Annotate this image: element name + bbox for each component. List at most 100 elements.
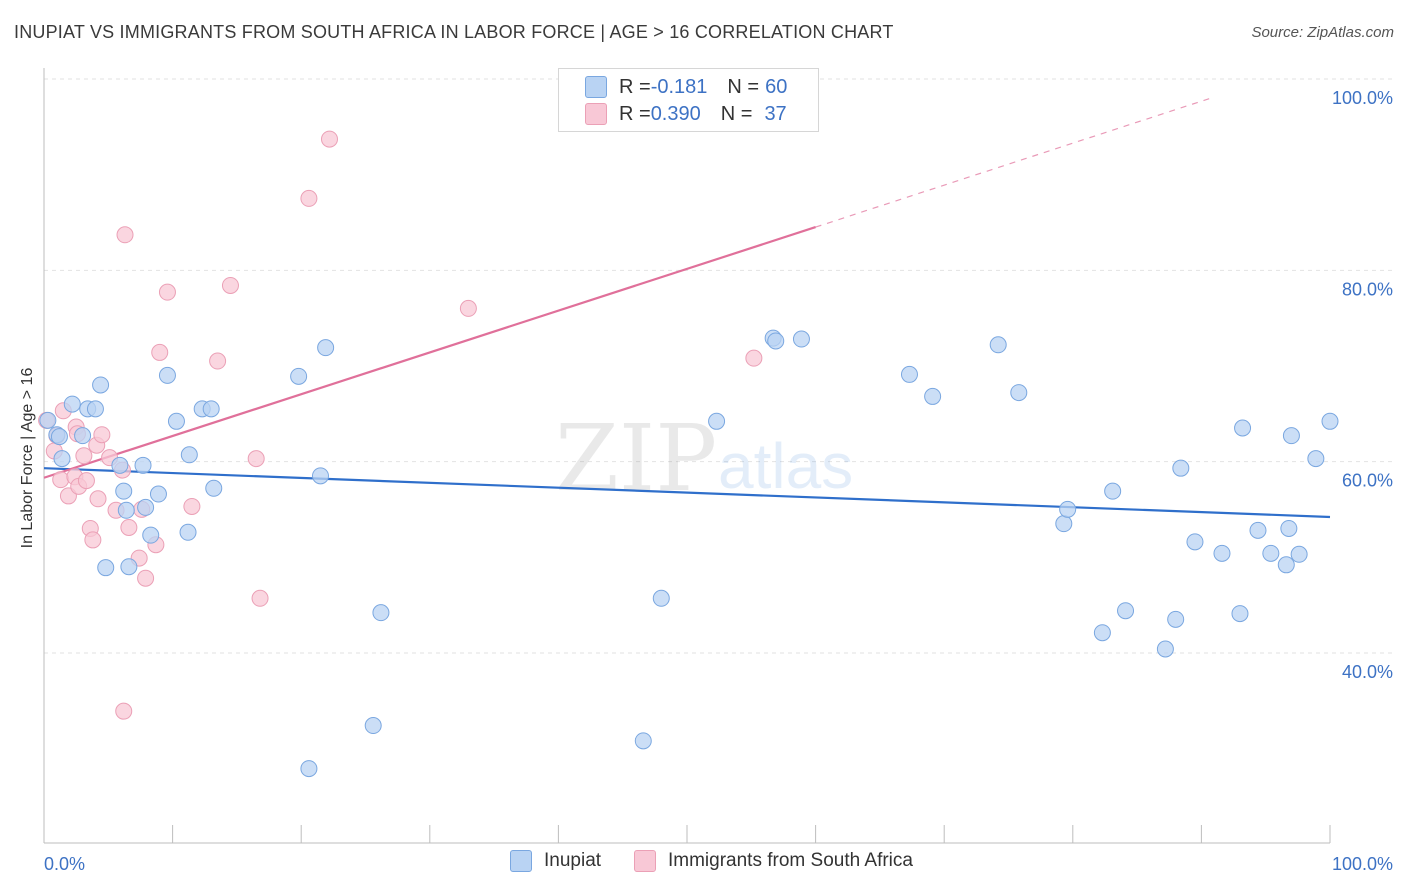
legend-r-label: R = bbox=[619, 75, 651, 98]
gridlines bbox=[44, 78, 1393, 654]
legend-swatch-inupiat bbox=[585, 76, 607, 98]
point-south-africa bbox=[251, 589, 269, 607]
stats-legend: R = -0.181 N = 60 R = 0.390 N = 37 bbox=[558, 68, 819, 132]
point-inupiat bbox=[1231, 605, 1249, 623]
point-south-africa bbox=[221, 276, 239, 294]
legend-item-inupiat: Inupiat bbox=[510, 850, 601, 872]
point-inupiat bbox=[202, 400, 220, 418]
point-south-africa bbox=[209, 352, 227, 370]
trend-lines bbox=[43, 96, 1331, 519]
point-inupiat bbox=[652, 589, 670, 607]
point-inupiat bbox=[149, 485, 167, 503]
point-inupiat bbox=[50, 428, 68, 446]
point-south-africa bbox=[52, 471, 70, 489]
point-inupiat bbox=[317, 339, 335, 357]
point-inupiat bbox=[1167, 610, 1185, 628]
point-inupiat bbox=[115, 482, 133, 500]
point-inupiat bbox=[1104, 482, 1122, 500]
legend-swatch-south-africa bbox=[585, 103, 607, 125]
x-tick-label: 0.0% bbox=[44, 854, 85, 874]
point-inupiat bbox=[86, 400, 104, 418]
point-south-africa bbox=[115, 702, 133, 720]
point-inupiat bbox=[311, 467, 329, 485]
point-inupiat bbox=[1282, 427, 1300, 445]
point-inupiat bbox=[792, 330, 810, 348]
point-inupiat bbox=[900, 365, 918, 383]
watermark: ZIP atlas bbox=[555, 405, 853, 512]
point-south-africa bbox=[116, 226, 134, 244]
trend-line-south-africa-extension bbox=[815, 96, 1215, 228]
point-inupiat bbox=[134, 456, 152, 474]
point-south-africa bbox=[93, 426, 111, 444]
watermark-zip: ZIP bbox=[555, 405, 717, 512]
point-inupiat bbox=[1277, 556, 1295, 574]
point-inupiat bbox=[1307, 450, 1325, 468]
y-tick-label: 100.0% bbox=[1332, 88, 1393, 108]
point-inupiat bbox=[1186, 533, 1204, 551]
point-inupiat bbox=[1059, 500, 1077, 518]
point-south-africa bbox=[89, 490, 107, 508]
axes bbox=[43, 68, 1331, 844]
y-axis-label: In Labor Force | Age > 16 bbox=[19, 367, 36, 549]
point-inupiat bbox=[63, 395, 81, 413]
legend-row-south-africa: R = 0.390 N = 37 bbox=[585, 100, 787, 128]
scatter-points bbox=[38, 130, 1339, 778]
point-inupiat bbox=[1280, 519, 1298, 537]
point-south-africa bbox=[137, 569, 155, 587]
x-tick-label: 100.0% bbox=[1332, 854, 1393, 874]
point-south-africa bbox=[151, 343, 169, 361]
point-inupiat bbox=[179, 523, 197, 541]
point-inupiat bbox=[74, 427, 92, 445]
tick-labels: 40.0% 60.0% 80.0% 100.0% 0.0% 100.0% bbox=[44, 88, 1393, 874]
point-inupiat bbox=[924, 387, 942, 405]
point-inupiat bbox=[205, 479, 223, 497]
point-south-africa bbox=[84, 531, 102, 549]
chart-title: INUPIAT VS IMMIGRANTS FROM SOUTH AFRICA … bbox=[14, 22, 894, 42]
point-inupiat bbox=[1156, 640, 1174, 658]
point-inupiat bbox=[989, 336, 1007, 354]
trend-line-inupiat bbox=[43, 467, 1331, 519]
point-inupiat bbox=[39, 411, 57, 429]
point-inupiat bbox=[1010, 384, 1028, 402]
point-south-africa bbox=[183, 497, 201, 515]
y-tick-label: 60.0% bbox=[1342, 471, 1393, 491]
legend-label-south-africa: Immigrants from South Africa bbox=[668, 850, 913, 871]
point-south-africa bbox=[75, 447, 93, 465]
point-inupiat bbox=[708, 412, 726, 430]
y-tick-label: 40.0% bbox=[1342, 662, 1393, 682]
watermark-atlas: atlas bbox=[718, 430, 853, 502]
legend-label-inupiat: Inupiat bbox=[544, 850, 602, 871]
point-inupiat bbox=[111, 456, 129, 474]
point-inupiat bbox=[372, 604, 390, 622]
point-south-africa bbox=[459, 299, 477, 317]
point-inupiat bbox=[1213, 544, 1231, 562]
point-inupiat bbox=[97, 559, 115, 577]
point-inupiat bbox=[1321, 412, 1339, 430]
legend-swatch-south-africa bbox=[634, 850, 656, 872]
point-south-africa bbox=[745, 349, 763, 367]
point-inupiat bbox=[364, 717, 382, 735]
point-south-africa bbox=[300, 189, 318, 207]
point-inupiat bbox=[1117, 602, 1135, 620]
trend-line-south-africa bbox=[43, 226, 816, 479]
point-inupiat bbox=[142, 526, 160, 544]
point-inupiat bbox=[290, 367, 308, 385]
point-south-africa bbox=[77, 472, 95, 490]
point-inupiat bbox=[92, 376, 110, 394]
series-legend: Inupiat Immigrants from South Africa bbox=[0, 850, 1406, 878]
legend-r-value: 0.390 bbox=[650, 102, 701, 125]
point-inupiat bbox=[53, 450, 71, 468]
point-inupiat bbox=[167, 412, 185, 430]
legend-n-label: N = bbox=[720, 102, 753, 125]
y-tick-label: 80.0% bbox=[1342, 279, 1393, 299]
legend-n-value: 37 bbox=[764, 102, 787, 125]
point-south-africa bbox=[158, 283, 176, 301]
point-inupiat bbox=[1290, 545, 1308, 563]
point-inupiat bbox=[1249, 521, 1267, 539]
point-inupiat bbox=[767, 332, 785, 350]
point-inupiat bbox=[137, 498, 155, 516]
legend-r-label: R = bbox=[619, 102, 651, 125]
point-inupiat bbox=[120, 558, 138, 576]
point-south-africa bbox=[320, 130, 338, 148]
